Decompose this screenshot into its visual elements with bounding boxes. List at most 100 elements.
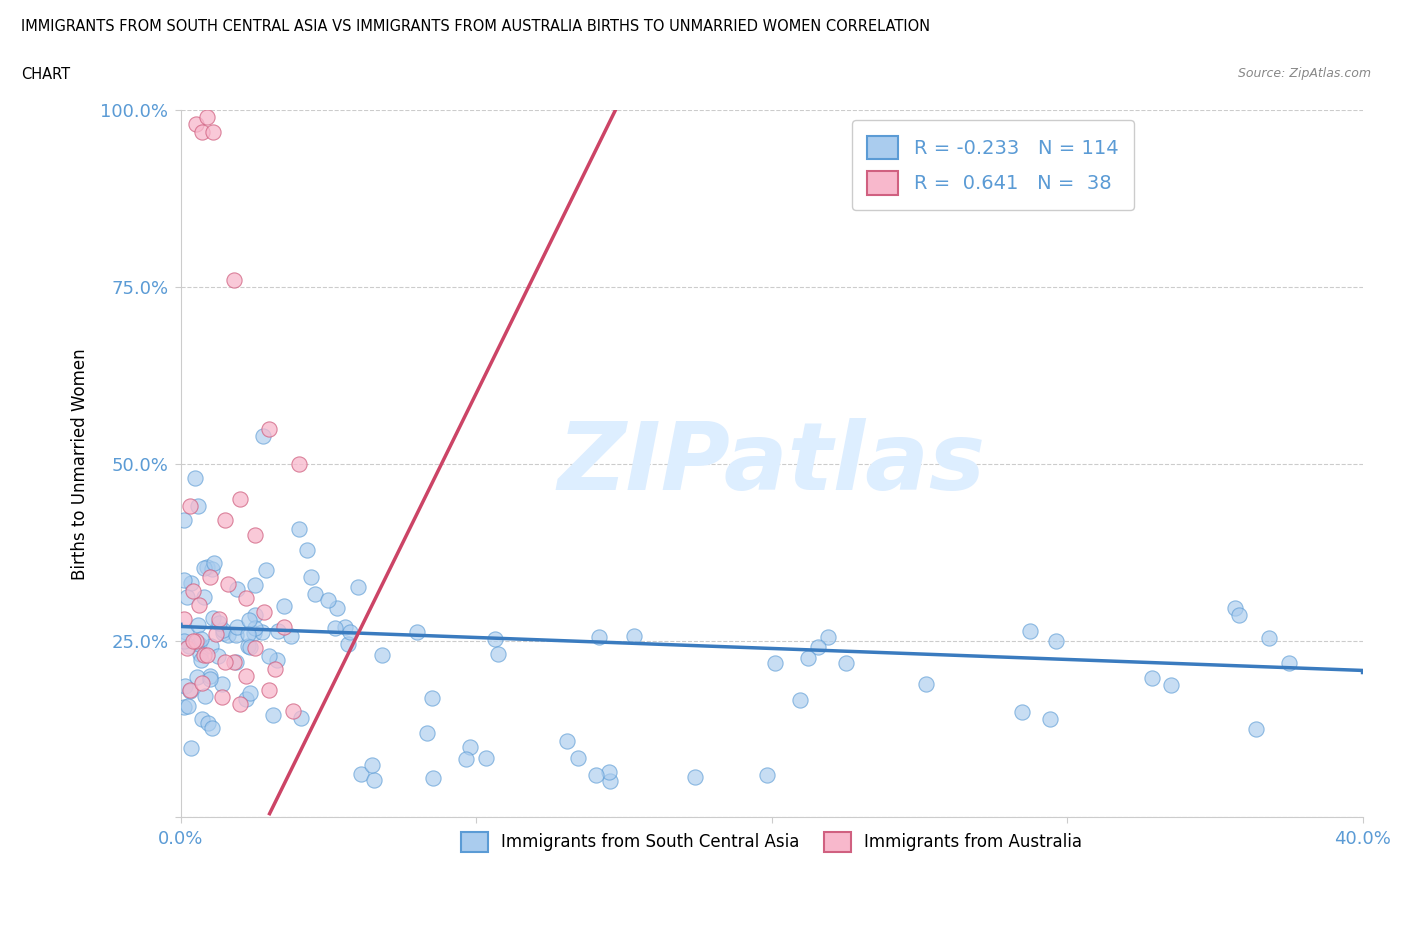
Point [179, 683, 201, 698]
Point [405, 625, 427, 640]
Point [187, 498, 209, 513]
Point [243, 640, 266, 655]
Point [181, 633, 204, 648]
Point [1142, 671, 1164, 685]
Point [205, 626, 228, 641]
Point [222, 272, 245, 287]
Point [177, 698, 200, 713]
Point [333, 619, 356, 634]
Point [245, 578, 267, 592]
Point [181, 584, 204, 599]
Point [915, 676, 938, 691]
Point [458, 739, 481, 754]
Point [214, 513, 236, 528]
Point [273, 619, 295, 634]
Point [198, 672, 221, 687]
Point [243, 626, 266, 641]
Point [197, 110, 219, 125]
Point [598, 764, 620, 779]
Point [208, 612, 231, 627]
Point [264, 661, 287, 676]
Point [190, 124, 212, 139]
Point [304, 587, 326, 602]
Point [1278, 656, 1301, 671]
Point [323, 620, 346, 635]
Text: Source: ZipAtlas.com: Source: ZipAtlas.com [1237, 67, 1371, 80]
Point [235, 692, 257, 707]
Point [211, 690, 233, 705]
Point [266, 652, 288, 667]
Point [176, 640, 198, 655]
Point [273, 599, 295, 614]
Point [245, 621, 267, 636]
Point [1227, 607, 1250, 622]
Point [765, 656, 787, 671]
Point [212, 622, 235, 637]
Point [200, 569, 222, 584]
Point [173, 612, 195, 627]
Y-axis label: Births to Unmarried Women: Births to Unmarried Women [72, 348, 89, 579]
Point [190, 631, 212, 646]
Point [235, 591, 257, 605]
Point [281, 704, 304, 719]
Point [817, 630, 839, 644]
Point [1019, 623, 1042, 638]
Point [217, 577, 239, 591]
Point [193, 647, 215, 662]
Point [201, 721, 224, 736]
Point [756, 768, 779, 783]
Point [585, 767, 607, 782]
Point [239, 686, 262, 701]
Point [184, 471, 207, 485]
Point [201, 562, 224, 577]
Point [288, 457, 311, 472]
Point [188, 646, 211, 661]
Point [475, 751, 498, 766]
Point [789, 693, 811, 708]
Point [202, 556, 225, 571]
Point [243, 527, 266, 542]
Point [184, 633, 207, 648]
Point [173, 573, 195, 588]
Text: IMMIGRANTS FROM SOUTH CENTRAL ASIA VS IMMIGRANTS FROM AUSTRALIA BIRTHS TO UNMARR: IMMIGRANTS FROM SOUTH CENTRAL ASIA VS IM… [21, 19, 931, 33]
Point [173, 513, 195, 528]
Point [259, 421, 281, 436]
Point [252, 428, 274, 443]
Point [193, 561, 215, 576]
Point [339, 625, 361, 640]
Point [484, 631, 506, 646]
Point [194, 689, 217, 704]
Point [207, 648, 229, 663]
Point [200, 639, 222, 654]
Point [347, 579, 370, 594]
Point [217, 628, 239, 643]
Point [197, 647, 219, 662]
Point [683, 770, 706, 785]
Point [416, 726, 439, 741]
Point [191, 711, 214, 726]
Point [226, 581, 249, 596]
Point [295, 542, 318, 557]
Point [229, 697, 252, 711]
Point [1257, 631, 1279, 645]
Point [623, 629, 645, 644]
Point [807, 640, 830, 655]
Point [337, 637, 360, 652]
Point [229, 492, 252, 507]
Point [174, 624, 197, 639]
Point [197, 716, 219, 731]
Point [190, 653, 212, 668]
Point [179, 684, 201, 698]
Point [567, 751, 589, 765]
Point [361, 758, 384, 773]
Point [236, 626, 259, 641]
Point [422, 771, 444, 786]
Point [420, 691, 443, 706]
Point [173, 679, 195, 694]
Point [1160, 678, 1182, 693]
Point [454, 751, 477, 766]
Point [179, 498, 201, 513]
Point [180, 740, 202, 755]
Point [1045, 633, 1067, 648]
Point [222, 655, 245, 670]
